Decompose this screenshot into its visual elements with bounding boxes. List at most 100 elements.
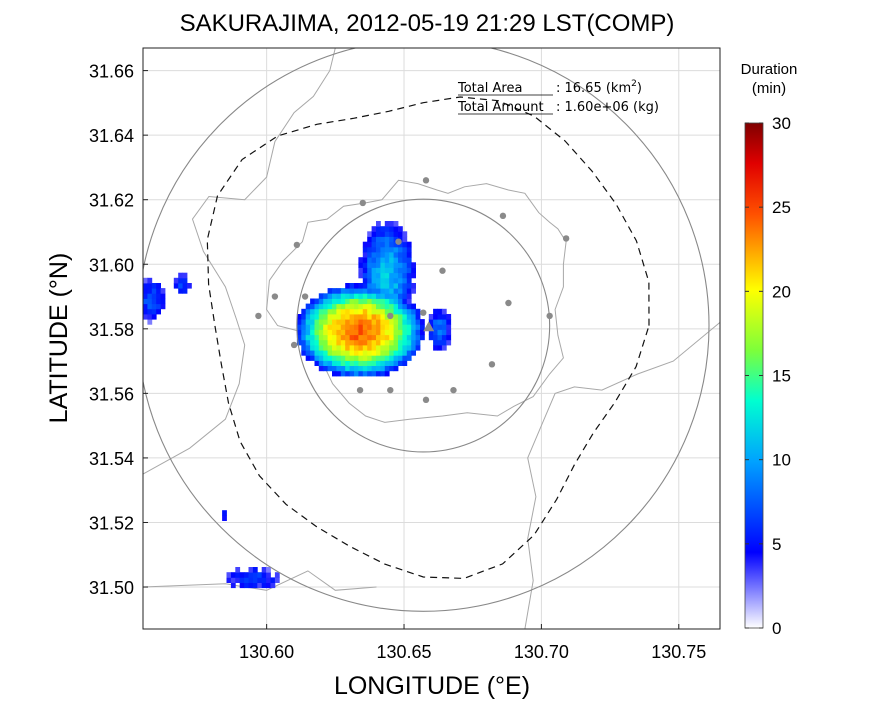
duration-cell (367, 283, 372, 289)
duration-cell (310, 303, 315, 310)
duration-cell (323, 314, 328, 320)
duration-cell (433, 329, 438, 336)
duration-cell (296, 329, 302, 336)
duration-cell (411, 303, 416, 310)
duration-cell (310, 334, 315, 341)
duration-cell (398, 303, 403, 310)
duration-cell (367, 345, 372, 351)
duration-cell (332, 350, 337, 356)
duration-cell (371, 267, 377, 274)
duration-cell (384, 319, 390, 325)
duration-cell (398, 355, 403, 361)
duration-cell (151, 288, 157, 294)
duration-cell (252, 572, 258, 578)
duration-cell (336, 329, 342, 336)
duration-cell (441, 319, 447, 325)
duration-cell (415, 329, 421, 336)
duration-cell (371, 283, 377, 289)
duration-cell (376, 370, 381, 377)
duration-cell (384, 360, 390, 366)
station-marker (395, 238, 402, 245)
duration-cell (345, 308, 350, 315)
duration-cell (257, 577, 263, 583)
duration-cell (371, 252, 377, 258)
southwest-coastline (143, 570, 377, 591)
duration-cell (389, 308, 394, 315)
duration-cell (371, 339, 377, 346)
duration-cell (406, 288, 412, 294)
duration-cell (354, 355, 359, 361)
duration-cell (367, 329, 372, 336)
duration-cell (327, 355, 333, 361)
duration-cell (384, 231, 390, 237)
duration-cell (380, 303, 386, 310)
duration-cell (402, 257, 408, 263)
duration-cell (380, 257, 386, 263)
duration-cell (398, 226, 403, 232)
duration-cell (371, 236, 377, 243)
y-tick-label: 31.54 (89, 449, 134, 469)
amount-value: : 1.60e+06 (kg) (556, 100, 659, 115)
duration-cell (362, 252, 368, 258)
duration-cell (393, 257, 399, 263)
duration-cell (406, 350, 412, 356)
duration-cell (332, 345, 337, 351)
duration-cell (310, 329, 315, 336)
duration-cell (376, 277, 381, 284)
duration-cell (340, 345, 346, 351)
duration-cell (358, 283, 364, 289)
duration-cell (402, 298, 408, 305)
duration-cell (239, 572, 245, 578)
duration-cell (393, 319, 399, 325)
duration-cell (367, 267, 372, 274)
duration-cell (393, 365, 399, 372)
duration-cell (336, 370, 342, 377)
duration-cell (318, 350, 324, 356)
duration-cell (389, 267, 394, 274)
duration-cell (230, 577, 236, 583)
duration-cell (384, 345, 390, 351)
duration-cell (226, 577, 232, 583)
range-circle (143, 48, 710, 612)
duration-cell (222, 510, 227, 516)
duration-cell (384, 277, 390, 284)
duration-cell (266, 582, 271, 589)
duration-cell (402, 314, 408, 320)
duration-cell (327, 365, 333, 372)
duration-cell (415, 308, 421, 315)
duration-cell (371, 246, 377, 253)
duration-cells (143, 221, 452, 589)
duration-cell (226, 572, 232, 578)
duration-cell (393, 236, 399, 243)
duration-cell (336, 303, 342, 310)
duration-cell (428, 329, 434, 336)
duration-cell (406, 283, 412, 289)
duration-cell (367, 355, 372, 361)
duration-cell (433, 314, 438, 320)
y-tick-label: 31.62 (89, 191, 134, 211)
station-marker (546, 312, 553, 320)
duration-cell (415, 319, 421, 325)
duration-cell (371, 293, 377, 299)
duration-cell (336, 365, 342, 372)
duration-cell (380, 236, 386, 243)
duration-cell (178, 283, 183, 289)
duration-cell (376, 345, 381, 351)
duration-cell (349, 360, 355, 366)
duration-cell (323, 308, 328, 315)
duration-cell (380, 360, 386, 366)
duration-cell (406, 298, 412, 305)
duration-cell (371, 257, 377, 263)
duration-cell (354, 319, 359, 325)
duration-cell (406, 267, 412, 274)
duration-cell (301, 324, 307, 330)
duration-cell (340, 350, 346, 356)
duration-cell (248, 582, 254, 589)
duration-cell (235, 577, 241, 583)
duration-cell (384, 370, 390, 377)
duration-cell (358, 329, 364, 336)
duration-cell (305, 355, 311, 361)
duration-cell (305, 308, 311, 315)
duration-cell (323, 355, 328, 361)
duration-cell (151, 298, 157, 305)
